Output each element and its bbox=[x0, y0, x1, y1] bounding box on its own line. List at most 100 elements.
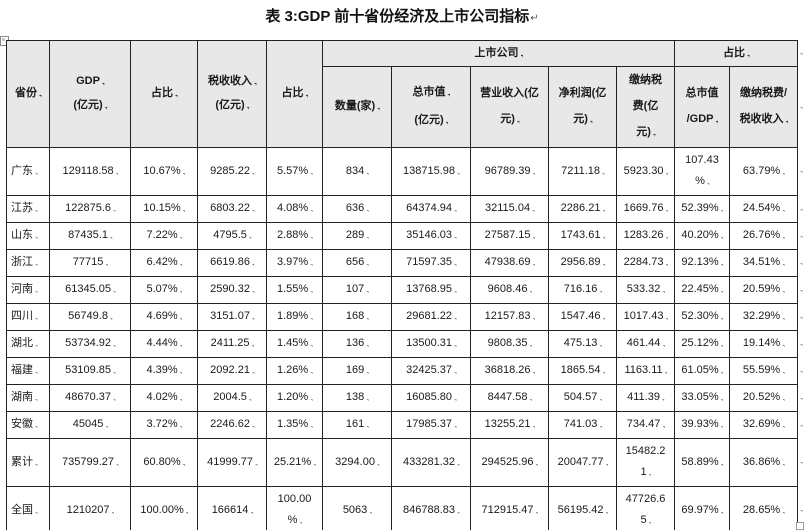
end-of-cell-marker: ., bbox=[454, 206, 457, 213]
cell-taxpaid-to-tax: 36.86%., bbox=[728, 438, 799, 487]
cell-company-count: 138., bbox=[322, 384, 392, 412]
cell-taxpaid-to-tax: 20.59%., bbox=[728, 276, 799, 304]
table-row: 四川., 56749.8., 4.69%., 3151.07., 1.89%., 168.… bbox=[6, 303, 799, 331]
end-of-cell-marker: ., bbox=[39, 91, 42, 98]
end-of-cell-marker: ., bbox=[105, 260, 108, 267]
end-of-cell-marker: ., bbox=[35, 287, 38, 294]
cell-net-profit: 56195.42., bbox=[548, 486, 617, 530]
col-header-marketcap-to-gdp: 总市值/GDP., bbox=[674, 66, 730, 148]
cell-tax-share: 1.45%., bbox=[266, 330, 323, 358]
end-of-cell-marker: ., bbox=[665, 168, 668, 176]
end-of-cell-marker: ., bbox=[454, 233, 457, 240]
cell-company-count: 636., bbox=[322, 195, 392, 223]
cell-company-count: 136., bbox=[322, 330, 392, 358]
cell-tax-share: 1.55%., bbox=[266, 276, 323, 304]
end-of-cell-marker: ., bbox=[366, 422, 369, 429]
table-row: 湖南., 48670.37., 4.02%., 2004.5., 1.20%., 138.… bbox=[6, 384, 799, 412]
paragraph-mark-icon: ↵ bbox=[530, 13, 539, 24]
end-of-row-marker: ., bbox=[800, 339, 803, 347]
cell-operating-revenue: 32115.04., bbox=[470, 195, 549, 223]
end-of-cell-marker: ., bbox=[535, 459, 539, 467]
end-of-cell-marker: ., bbox=[457, 459, 460, 467]
end-of-cell-marker: ., bbox=[529, 395, 532, 402]
col-header-taxpaid-to-tax: 缴纳税费/税收收入., bbox=[728, 66, 799, 148]
end-of-cell-marker: ., bbox=[35, 233, 38, 240]
end-of-cell-marker: ., bbox=[182, 206, 186, 213]
table-row: 浙江., 77715., 6.42%., 6619.86., 3.97%., 656., 7… bbox=[6, 249, 799, 277]
cell-net-profit: 2956.89., bbox=[548, 249, 617, 277]
cell-operating-revenue: 8447.58., bbox=[470, 384, 549, 412]
end-of-cell-marker: ., bbox=[376, 459, 380, 467]
end-of-cell-marker: ., bbox=[782, 168, 785, 176]
cell-gdp-share: 4.39%., bbox=[130, 357, 198, 385]
header-group-row: 省份., GDP., (亿元)., 占比., 税收收入., (亿元)., 占比., … bbox=[6, 40, 799, 148]
end-of-cell-marker: ., bbox=[605, 507, 609, 515]
end-of-cell-marker: ., bbox=[251, 368, 255, 375]
cell-tax-paid: 411.39., bbox=[616, 384, 675, 412]
end-of-cell-marker: ., bbox=[454, 422, 457, 429]
cell-tax-paid: 47726.6 5., bbox=[616, 486, 675, 530]
cell-tax-paid: 1163.11., bbox=[616, 357, 675, 385]
cell-taxpaid-to-tax: 24.54%., bbox=[728, 195, 799, 223]
cell-gdp: 1210207., bbox=[49, 486, 131, 530]
end-of-cell-marker: ., bbox=[602, 206, 605, 213]
end-of-cell-marker: ., bbox=[648, 518, 652, 525]
end-of-cell-marker: ., bbox=[720, 507, 724, 515]
cell-tax-share: 3.97%., bbox=[266, 249, 323, 277]
end-of-cell-marker: ., bbox=[782, 287, 785, 294]
end-of-cell-marker: ., bbox=[251, 341, 255, 348]
cell-tax-share: 4.08%., bbox=[266, 195, 323, 223]
end-of-cell-marker: ., bbox=[782, 422, 785, 429]
cell-marketcap-to-gdp: 107.43%., bbox=[674, 147, 730, 196]
cell-marketcap-to-gdp: 39.93%., bbox=[674, 411, 730, 439]
end-of-cell-marker: ., bbox=[516, 117, 520, 124]
end-of-cell-marker: ., bbox=[366, 206, 369, 213]
cell-tax-share: 100.00%., bbox=[266, 486, 323, 530]
end-of-cell-marker: ., bbox=[454, 314, 457, 321]
end-of-cell-marker: ., bbox=[35, 422, 38, 429]
cell-total-market-cap: 846788.83., bbox=[391, 486, 471, 530]
cell-operating-revenue: 12157.83., bbox=[470, 303, 549, 331]
province-cell: 四川., bbox=[6, 303, 50, 331]
cell-marketcap-to-gdp: 52.39%., bbox=[674, 195, 730, 223]
end-of-cell-marker: ., bbox=[251, 314, 255, 321]
end-of-cell-marker: ., bbox=[720, 368, 724, 375]
end-of-cell-marker: ., bbox=[457, 168, 460, 176]
end-of-cell-marker: ., bbox=[720, 206, 724, 213]
province-cell: 广东., bbox=[6, 147, 50, 196]
table-row: 安徽., 45045., 3.72%., 2246.62., 1.35%., 161., 1… bbox=[6, 411, 799, 439]
end-of-cell-marker: ., bbox=[529, 287, 532, 294]
cell-gdp: 61345.05., bbox=[49, 276, 131, 304]
end-of-cell-marker: ., bbox=[35, 459, 38, 467]
end-of-cell-marker: ., bbox=[254, 79, 257, 86]
province-cell: 全国., bbox=[6, 486, 50, 530]
end-of-cell-marker: ., bbox=[602, 233, 605, 240]
table-row: 湖北., 53734.92., 4.44%., 2411.25., 1.45%., 136… bbox=[6, 330, 799, 358]
cell-operating-revenue: 294525.96., bbox=[470, 438, 549, 487]
end-of-cell-marker: ., bbox=[665, 260, 668, 267]
end-of-row-marker: ., bbox=[800, 393, 803, 401]
end-of-cell-marker: ., bbox=[454, 395, 457, 402]
cell-tax-revenue: 2411.25., bbox=[197, 330, 267, 358]
group-header-share: 占比., bbox=[673, 40, 799, 67]
end-of-cell-marker: ., bbox=[310, 287, 313, 294]
end-of-cell-marker: ., bbox=[111, 507, 114, 515]
end-of-cell-marker: ., bbox=[602, 314, 605, 321]
cell-net-profit: 741.03., bbox=[548, 411, 617, 439]
end-of-cell-marker: ., bbox=[250, 507, 253, 515]
province-cell: 江苏., bbox=[6, 195, 50, 223]
cell-marketcap-to-gdp: 25.12%., bbox=[674, 330, 730, 358]
end-of-cell-marker: ., bbox=[113, 341, 116, 348]
cell-tax-revenue: 2092.21., bbox=[197, 357, 267, 385]
province-cell: 湖南., bbox=[6, 384, 50, 412]
cell-tax-share: 1.89%., bbox=[266, 303, 323, 331]
cell-gdp-share: 4.44%., bbox=[130, 330, 198, 358]
end-of-row-marker: ., bbox=[800, 167, 803, 174]
cell-net-profit: 20047.77., bbox=[548, 438, 617, 487]
end-of-cell-marker: ., bbox=[35, 368, 38, 375]
end-of-cell-marker: ., bbox=[599, 341, 602, 348]
end-of-cell-marker: ., bbox=[782, 507, 785, 515]
cell-gdp: 56749.8., bbox=[49, 303, 131, 331]
cell-net-profit: 7211.18., bbox=[548, 147, 617, 196]
cell-tax-revenue: 41999.77., bbox=[197, 438, 267, 487]
